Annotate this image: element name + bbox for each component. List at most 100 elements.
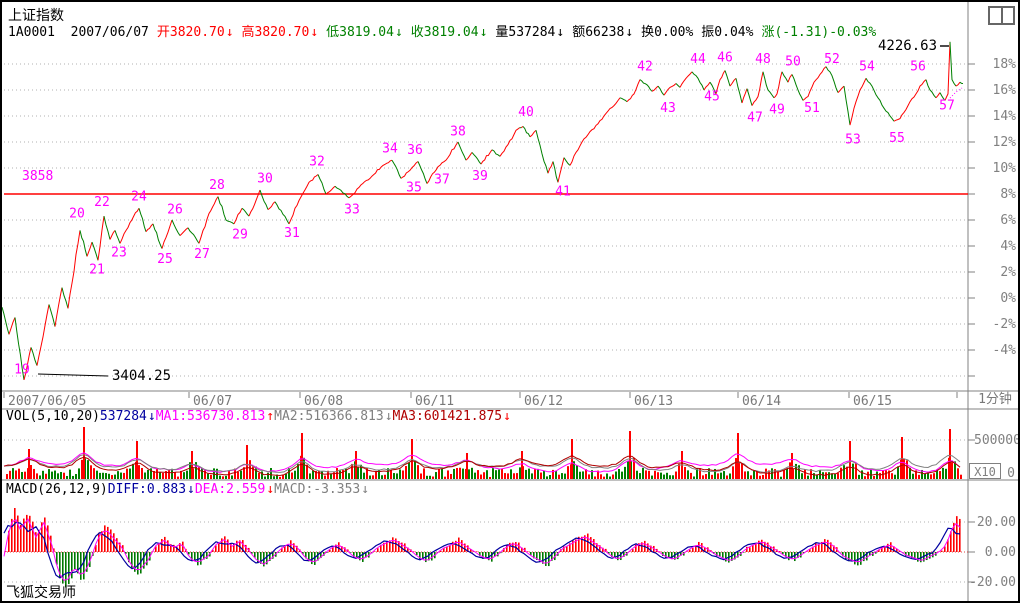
wave-label-41: 41	[555, 184, 571, 199]
quote-stat-arrow-1: ↓	[225, 25, 234, 40]
instrument-title: 上证指数	[8, 8, 64, 24]
wave-label-34: 34	[382, 142, 398, 157]
wave-label-49: 49	[769, 103, 785, 118]
main-axis-label--4%: -4%	[993, 343, 1017, 358]
macd-header-arrow-2: ↓	[266, 482, 275, 497]
wave-label-35: 35	[406, 181, 422, 196]
macd-header-item-0: MACD(26,12,9)	[6, 482, 108, 497]
wave-label-40: 40	[518, 105, 534, 120]
quote-stats-row: 1A0001 2007/06/07 开3820.70↓ 高3820.70↓ 低3819…	[8, 21, 884, 40]
wave-label-37: 37	[434, 173, 450, 188]
wave-label-28: 28	[209, 178, 225, 193]
main-axis-label-10%: 10%	[993, 161, 1017, 176]
volume-indicator-row: VOL(5,10,20)537284↓MA1:536730.813↑MA2:51…	[6, 409, 511, 424]
macd-indicator-row: MACD(26,12,9)DIFF:0.883↓DEA:2.559↓MACD:-…	[6, 482, 369, 497]
day-icon-bar	[1001, 8, 1003, 23]
quote-stat-item-3: 低3819.04↓	[326, 25, 403, 40]
quote-stat-item-8: 振0.04%	[701, 25, 754, 40]
wave-label-33: 33	[344, 203, 360, 218]
price-line	[2, 41, 964, 381]
wave-label-55: 55	[889, 131, 905, 146]
wave-label-47: 47	[747, 110, 763, 125]
volume-scale-badge: X10	[969, 463, 1001, 479]
vol-header-arrow-1: ↓	[147, 409, 156, 424]
wave-labels: 19 20 21 22 23 24 25 26 27 28 29 30 31 32 33 34 35 36 37 38…	[14, 51, 955, 378]
vol-header-item-3: MA2:516366.813↓	[274, 409, 393, 424]
date-axis: 2007/06/05 06/07 06/08 06/11 06/12 06/13 06/14…	[3, 392, 958, 409]
vol-header-arrow-3: ↓	[384, 409, 393, 424]
quote-stat-arrow-4: ↓	[479, 25, 488, 40]
wave-label-27: 27	[194, 247, 210, 262]
wave-label-29: 29	[232, 227, 248, 242]
wave-label-21: 21	[89, 262, 105, 277]
volume-panel: 500000 0	[3, 427, 1018, 481]
gridlines	[4, 63, 975, 377]
wave-label-20: 20	[69, 207, 85, 222]
main-axis-label-2%: 2%	[1000, 265, 1016, 280]
quote-stat-arrow-5: ↓	[556, 25, 565, 40]
wave-label-52: 52	[824, 52, 840, 67]
wave-label-54: 54	[859, 60, 875, 75]
wave-label-25: 25	[157, 252, 173, 267]
wave-label-46: 46	[717, 51, 733, 66]
wave-label-30: 30	[257, 171, 273, 186]
main-axis-label-16%: 16%	[993, 83, 1017, 98]
vol-header-item-4: MA3:601421.875↓	[392, 409, 511, 424]
wave-label-50: 50	[785, 54, 801, 69]
main-axis-label-12%: 12%	[993, 135, 1017, 150]
wave-label-31: 31	[284, 226, 300, 241]
main-axis-label-18%: 18%	[993, 57, 1017, 72]
period-label[interactable]: 1分钟	[978, 392, 1012, 407]
macd-header-item-1: DIFF:0.883↓	[107, 482, 195, 497]
vol-header-arrow-2: ↑	[266, 409, 275, 424]
wave-label-19: 19	[14, 363, 30, 378]
macd-header-item-2: DEA:2.559↓	[194, 482, 275, 497]
wave-label-48: 48	[755, 52, 771, 67]
main-axis-label-14%: 14%	[993, 109, 1017, 124]
macd-panel: 20.00 0.00 -20.00	[3, 508, 1016, 590]
wave-label-36: 36	[407, 143, 423, 158]
wave-label-26: 26	[167, 203, 183, 218]
period-low-label: 3404.25	[112, 368, 171, 384]
main-axis-label-0%: 0%	[1000, 291, 1016, 306]
vol-header-arrow-4: ↓	[503, 409, 511, 424]
quote-stat-item-9: 涨(-1.31)-0.03%	[761, 25, 877, 40]
quote-stat-item-4: 收3819.04↓	[410, 25, 488, 40]
main-axis-label-4%: 4%	[1000, 239, 1016, 254]
annotations: 3858 3404.25 4226.63	[4, 38, 968, 384]
main-axis-label--2%: -2%	[993, 317, 1017, 332]
wave-label-53: 53	[845, 132, 861, 147]
day-period-icon[interactable]	[988, 6, 1015, 25]
wave-label-51: 51	[804, 101, 820, 116]
wave-label-56: 56	[910, 60, 926, 75]
period-high-label: 4226.63	[878, 38, 937, 54]
wave-label-43: 43	[660, 101, 676, 116]
main-axis-label-8%: 8%	[1000, 187, 1016, 202]
macd-header-item-3: MACD:-3.353↓	[274, 482, 370, 497]
macd-diff-line	[3, 521, 961, 579]
macd-axis-label-0.00: 0.00	[985, 545, 1016, 560]
date-label-06/13: 06/13	[634, 394, 673, 409]
level-line-label: 3858	[22, 169, 53, 184]
wave-label-38: 38	[450, 125, 466, 140]
quote-stat-item-6: 额66238↓	[572, 25, 634, 40]
quote-stat-item-7: 换0.00%	[641, 25, 694, 40]
wave-label-44: 44	[690, 52, 706, 67]
macd-header-arrow-1: ↓	[187, 482, 195, 497]
quote-stat-arrow-6: ↓	[625, 25, 634, 40]
app-watermark: 飞狐交易师	[6, 585, 76, 601]
wave-label-23: 23	[111, 246, 127, 261]
wave-label-39: 39	[472, 169, 488, 184]
wave-label-42: 42	[637, 60, 653, 75]
date-label-06/08: 06/08	[304, 394, 343, 409]
quote-stat-item-2: 高3820.70↓	[241, 25, 319, 40]
wave-label-24: 24	[131, 190, 147, 205]
quote-stat-item-0: 1A0001 2007/06/07	[8, 25, 149, 40]
vol-header-item-2: MA1:536730.813↑	[155, 409, 275, 424]
macd-axis-label-20.00: 20.00	[977, 515, 1016, 530]
macd-axis-label--20.00: -20.00	[969, 575, 1016, 590]
quote-stat-arrow-2: ↓	[310, 25, 319, 40]
